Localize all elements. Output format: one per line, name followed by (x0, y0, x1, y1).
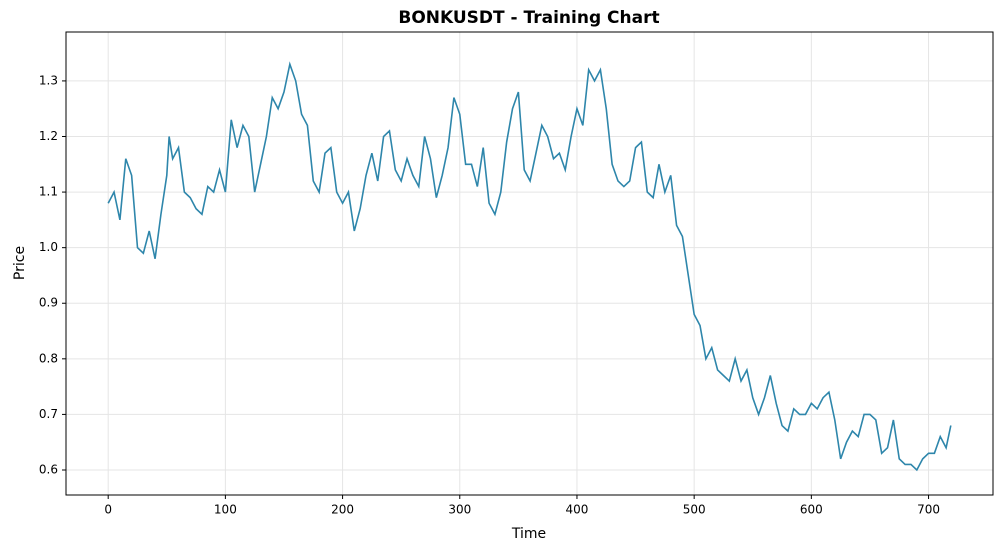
x-tick-label: 600 (800, 503, 823, 517)
x-tick-label: 400 (566, 503, 589, 517)
plot (107, 61, 952, 472)
y-tick-label: 1.0 (39, 240, 58, 254)
y-axis-label: Price (12, 246, 28, 280)
plot-frame (65, 31, 994, 496)
y-tick-label: 1.2 (39, 129, 58, 143)
x-tick-label: 100 (214, 503, 237, 517)
grid (66, 32, 993, 495)
x-tick-label: 300 (448, 503, 471, 517)
x-tick-label: 500 (683, 503, 706, 517)
y-tick-label: 0.8 (39, 351, 58, 365)
x-tick-label: 0 (104, 503, 112, 517)
x-axis-label: Time (511, 526, 546, 542)
y-tick-label: 0.6 (39, 462, 58, 476)
x-tick-label: 700 (917, 503, 940, 517)
y-tick-label: 1.3 (39, 73, 58, 87)
x-tick-label: 200 (331, 503, 354, 517)
y-tick-label: 1.1 (39, 185, 58, 199)
price-line (107, 61, 952, 472)
y-tick-label: 0.7 (39, 407, 58, 421)
y-tick-label: 0.9 (39, 296, 58, 310)
chart-title: BONKUSDT - Training Chart (398, 8, 659, 28)
